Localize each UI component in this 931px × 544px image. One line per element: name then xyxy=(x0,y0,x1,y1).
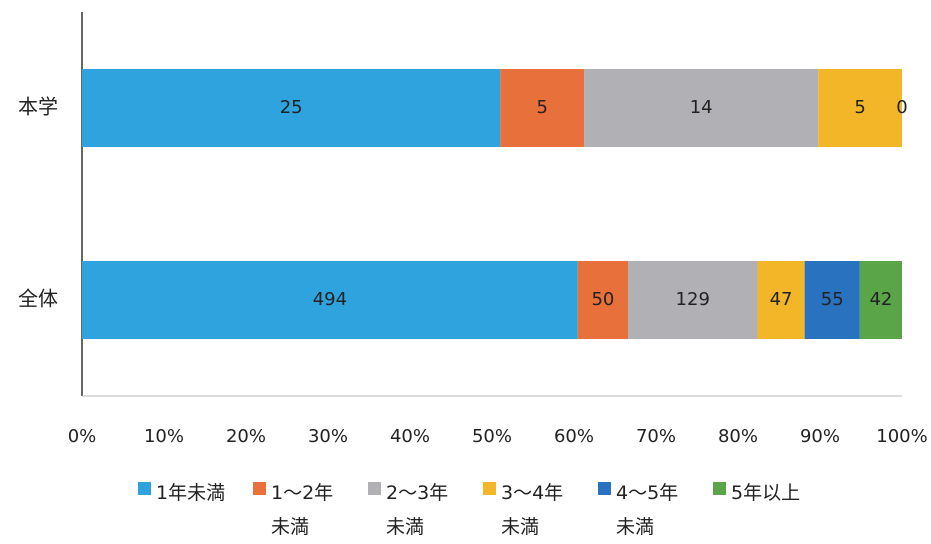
legend-swatch xyxy=(368,482,381,495)
x-tick-label: 50% xyxy=(472,426,512,447)
y-tick-label: 全体 xyxy=(18,287,58,311)
data-label: 14 xyxy=(690,97,713,118)
legend-label: 1～2年未満 xyxy=(271,482,334,538)
x-tick-label: 60% xyxy=(554,426,594,447)
bar-segment xyxy=(804,261,860,339)
x-tick-label: 100% xyxy=(876,426,927,447)
data-label: 47 xyxy=(770,289,793,310)
x-tick-label: 30% xyxy=(308,426,348,447)
data-label: 50 xyxy=(591,289,614,310)
legend-item: 3～4年未満 xyxy=(483,476,598,544)
data-label: 0 xyxy=(896,97,907,118)
data-label: 42 xyxy=(869,289,892,310)
legend-swatch xyxy=(138,482,151,495)
legend-item: 1～2年未満 xyxy=(253,476,368,544)
legend-label: 5年以上 xyxy=(731,482,801,504)
legend-label: 1年未満 xyxy=(156,482,226,504)
x-tick-label: 20% xyxy=(226,426,266,447)
bar-segment xyxy=(82,69,501,147)
data-label: 5 xyxy=(854,97,865,118)
bar-segment xyxy=(627,261,758,339)
x-tick-label: 80% xyxy=(718,426,758,447)
data-label: 129 xyxy=(676,289,710,310)
legend-item: 2～3年未満 xyxy=(368,476,483,544)
data-label: 25 xyxy=(280,97,303,118)
data-label: 55 xyxy=(821,289,844,310)
legend-swatch xyxy=(483,482,496,495)
bar-segment xyxy=(757,261,805,339)
bar-segment xyxy=(82,261,578,339)
bar-segment xyxy=(584,69,819,147)
data-label: 5 xyxy=(536,97,547,118)
x-tick-label: 90% xyxy=(800,426,840,447)
bar-segment xyxy=(859,261,902,339)
legend-swatch xyxy=(253,482,266,495)
legend-label: 2～3年未満 xyxy=(386,482,449,538)
chart: 0% 10% 20% 30% 40% 50% 60% 70% 80% 90% 100% 本学 25 5 14… xyxy=(18,12,928,447)
x-tick-label: 0% xyxy=(68,426,97,447)
legend-item: 4～5年未満 xyxy=(598,476,713,544)
legend-item: 1年未満 xyxy=(138,476,253,544)
data-label: 494 xyxy=(313,289,347,310)
legend-label: 4～5年未満 xyxy=(616,482,679,538)
x-tick-label: 40% xyxy=(390,426,430,447)
bar-segment xyxy=(818,69,902,147)
legend-item: 5年以上 xyxy=(713,476,828,544)
legend-label: 3～4年未満 xyxy=(501,482,564,538)
x-tick-label: 70% xyxy=(636,426,676,447)
y-tick-label: 本学 xyxy=(18,95,58,119)
legend: 1年未満 1～2年未満 2～3年未満 3～4年未満 4～5年未満 5年以上 xyxy=(138,476,828,544)
bar-segment xyxy=(500,69,585,147)
x-tick-label: 10% xyxy=(144,426,184,447)
legend-swatch xyxy=(598,482,611,495)
legend-swatch xyxy=(713,482,726,495)
bar-segment xyxy=(577,261,628,339)
